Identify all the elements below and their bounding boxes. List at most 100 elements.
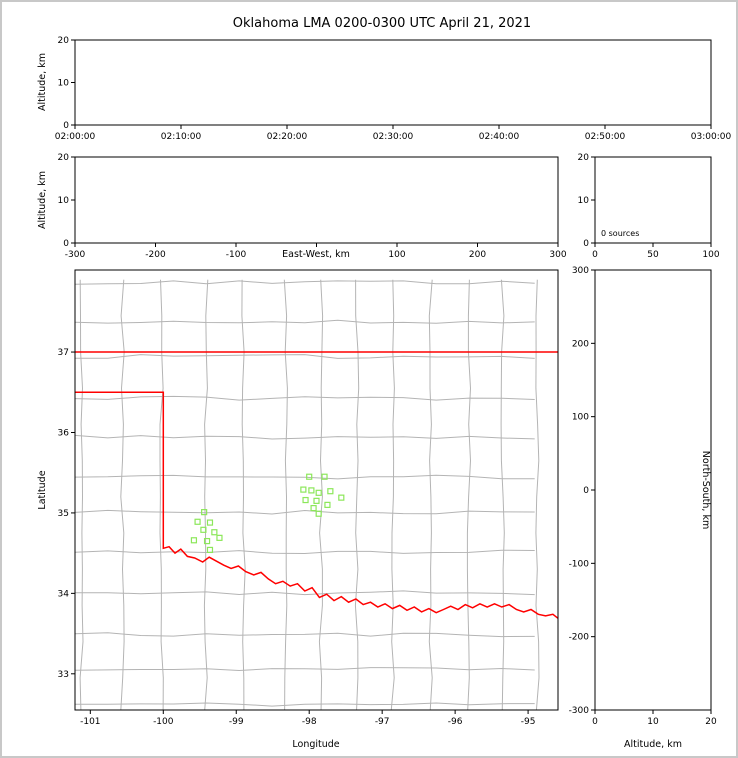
time-height-frame	[74, 39, 712, 126]
x-tick-label: 200	[469, 250, 486, 260]
x-tick-label: -100	[153, 717, 174, 727]
lma-station-marker	[327, 488, 334, 495]
figure-title: Oklahoma LMA 0200-0300 UTC April 21, 202…	[233, 16, 531, 31]
x-tick-label: 02:10:00	[161, 132, 202, 142]
lma-station-marker	[211, 529, 218, 536]
lma-station-marker	[216, 534, 223, 541]
x-tick-label: 20	[705, 717, 717, 727]
y-tick-label: 100	[572, 413, 589, 423]
lma-station-marker	[315, 510, 322, 517]
panel-altitude-histogram: 0 10 20 0 50 100	[578, 153, 720, 260]
lma-station-marker	[313, 497, 320, 504]
y-tick-label: -300	[569, 706, 590, 716]
x-tick-label: -98	[302, 717, 317, 727]
y-tick-label: 10	[58, 79, 70, 89]
lma-station-marker	[308, 487, 315, 494]
y-tick-label: 35	[58, 509, 69, 519]
panel-ew-height: 0 10 20 -300 -200 -100 100 200 300	[58, 153, 567, 260]
lma-station-marker	[200, 526, 207, 533]
ns-height-xlabel: Altitude, km	[624, 739, 682, 750]
ns-height-frame	[594, 269, 712, 711]
x-tick-label: -95	[521, 717, 536, 727]
lma-station-marker	[302, 496, 309, 504]
x-tick-label: -200	[145, 250, 166, 260]
x-tick-label: 0	[592, 717, 598, 727]
lma-station-marker	[310, 504, 317, 512]
x-tick-label: -97	[375, 717, 390, 727]
x-tick-label: 0	[592, 250, 598, 260]
lma-station-marker	[315, 489, 322, 496]
county-line	[75, 632, 535, 638]
y-tick-label: 34	[58, 589, 70, 599]
lma-station-marker	[190, 537, 198, 544]
altitude-histogram-frame	[594, 156, 712, 244]
lma-station-marker	[194, 518, 201, 525]
map-content	[75, 279, 558, 710]
lma-station-marker	[306, 473, 313, 480]
x-tick-label: 300	[549, 250, 566, 260]
y-tick-label: 0	[583, 239, 589, 249]
x-tick-label: 10	[647, 717, 659, 727]
map-xlabel: Longitude	[292, 739, 339, 750]
x-tick-label: -101	[80, 717, 100, 727]
county-line	[75, 395, 535, 401]
lma-station-marker	[324, 501, 331, 508]
y-tick-label: 10	[58, 196, 70, 206]
x-tick-label: 50	[647, 250, 659, 260]
x-tick-label: -99	[229, 717, 244, 727]
y-tick-label: 36	[58, 428, 70, 438]
x-tick-label: 100	[388, 250, 405, 260]
lma-station-marker	[338, 494, 345, 501]
time-height-ylabel: Altitude, km	[37, 53, 48, 111]
x-tick-label: 100	[702, 250, 719, 260]
x-tick-label: -96	[448, 717, 463, 727]
map-ylabel: Latitude	[37, 470, 48, 509]
y-tick-label: 20	[578, 153, 590, 163]
ns-height-ylabel: North-South, km	[700, 451, 711, 529]
ew-height-ylabel: Altitude, km	[37, 171, 48, 229]
y-tick-label: 20	[58, 153, 70, 163]
county-line	[75, 474, 535, 480]
x-tick-label: 02:00:00	[55, 132, 96, 142]
y-tick-label: 200	[572, 339, 589, 349]
x-tick-label: 02:20:00	[267, 132, 308, 142]
y-tick-label: 0	[583, 486, 589, 496]
lma-station-marker	[321, 473, 328, 480]
source-count-annotation: 0 sources	[601, 229, 639, 238]
ew-height-frame	[74, 156, 559, 244]
x-tick-label: 02:40:00	[479, 132, 520, 142]
county-line	[75, 549, 535, 555]
ew-height-xlabel: East-West, km	[282, 249, 350, 260]
panel-plan-view: 33 34 35 36 37 -101 -100 -99 -98 -97 -96 -95	[58, 269, 559, 727]
county-line	[75, 319, 535, 324]
x-tick-label: -300	[65, 250, 86, 260]
y-tick-label: 0	[63, 239, 69, 249]
y-tick-label: 10	[578, 196, 590, 206]
state-border-west-south	[75, 391, 558, 619]
y-tick-label: -200	[569, 633, 590, 643]
y-tick-label: 37	[58, 348, 69, 358]
x-tick-label: 03:00:00	[691, 132, 732, 142]
county-line	[75, 434, 535, 440]
county-line	[75, 509, 535, 515]
county-line	[75, 354, 535, 359]
lma-station-marker	[300, 486, 307, 493]
lma-station-marker	[206, 546, 214, 554]
plan-view-frame	[74, 269, 559, 711]
y-tick-label: 0	[63, 121, 69, 131]
y-tick-label: 33	[58, 670, 69, 680]
county-line	[75, 280, 535, 285]
x-tick-label: -100	[226, 250, 247, 260]
lma-station-marker	[206, 519, 214, 526]
county-line	[75, 702, 535, 707]
lma-station-marker	[201, 509, 208, 516]
y-tick-label: -100	[569, 559, 590, 569]
y-tick-label: 300	[572, 266, 589, 276]
x-tick-label: 02:50:00	[585, 132, 626, 142]
county-line	[75, 667, 535, 672]
panel-time-height: 0 10 20 02:00:00 02:10:00 02:20:00 02:30:00 02:…	[55, 36, 732, 142]
